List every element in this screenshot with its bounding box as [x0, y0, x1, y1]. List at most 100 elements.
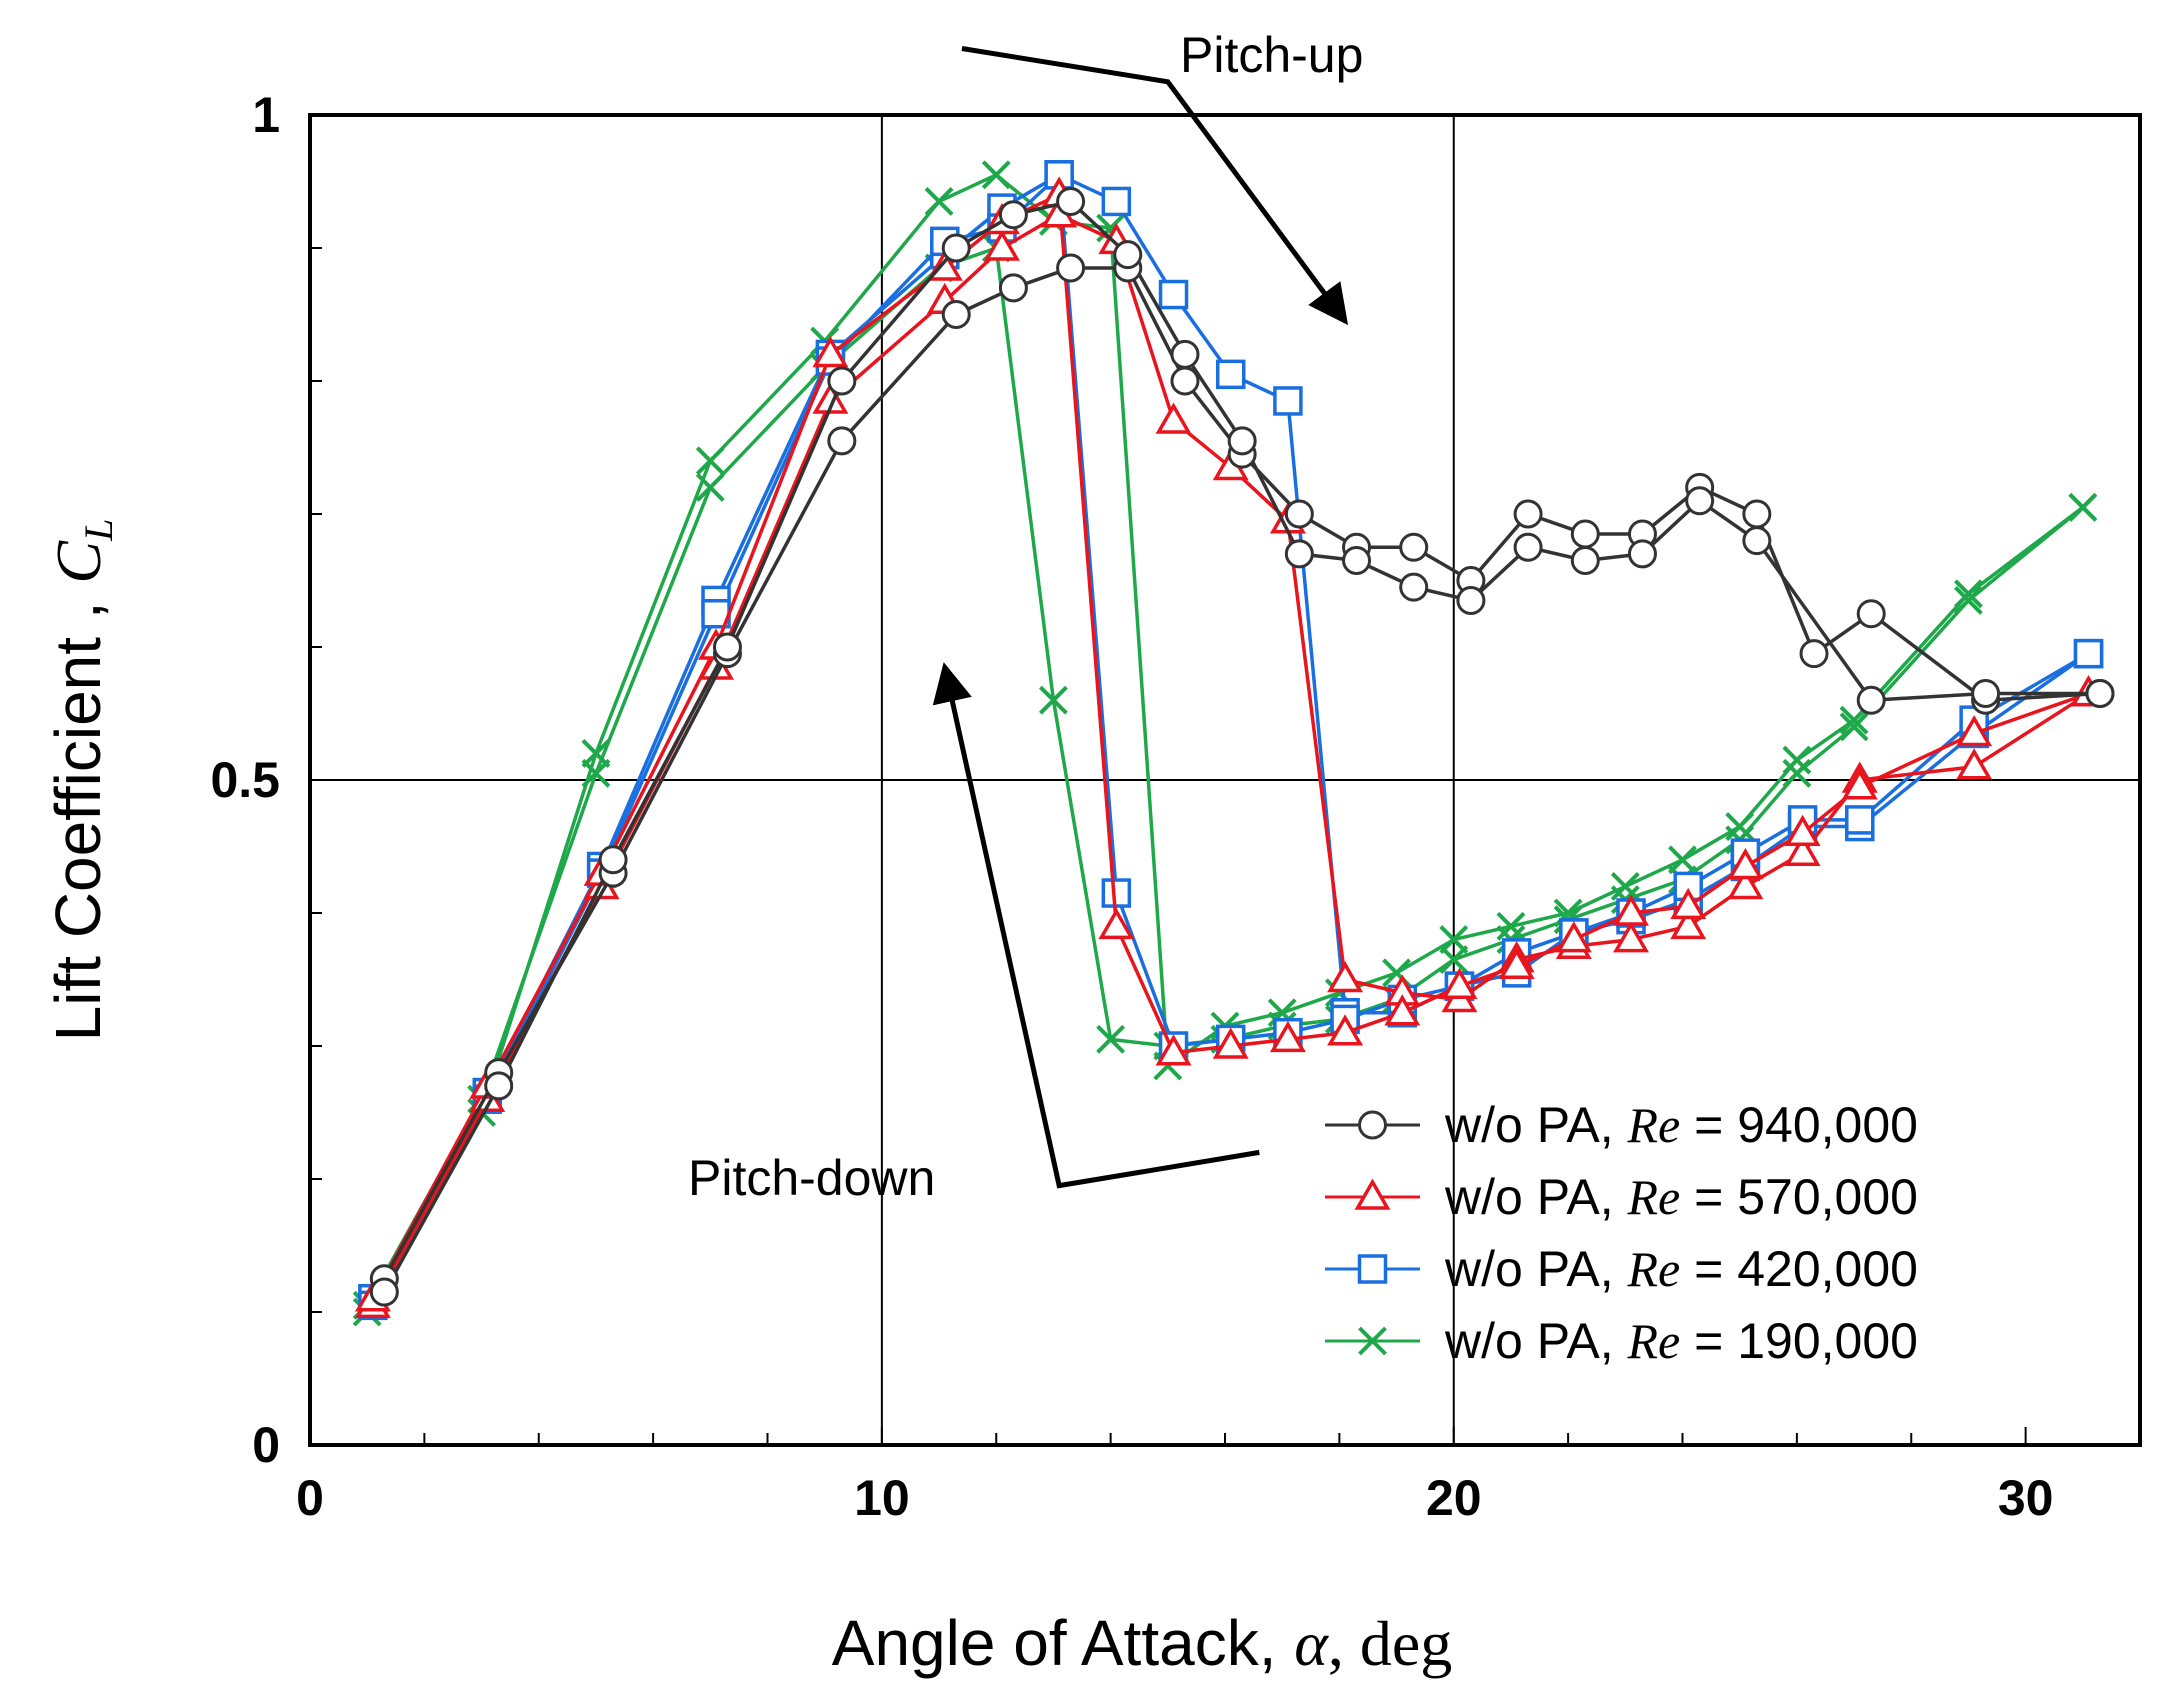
data-point-x-stroke [1496, 911, 1526, 941]
data-point-triangle [1670, 887, 1707, 920]
legend-entry-940000: w/o PA, Re = 940,000 [1325, 1097, 1918, 1153]
data-point-x-stroke [581, 758, 611, 788]
y-tick-label: 1 [252, 87, 280, 143]
data-point-circle [998, 273, 1028, 303]
data-point-triangle [812, 335, 849, 368]
data-point-circle [1513, 532, 1543, 562]
legend-marker-symbol [1354, 1178, 1391, 1210]
data-point-triangle [1269, 1020, 1306, 1053]
legend-value: = 420,000 [1680, 1241, 1918, 1297]
data-point-x-stroke [1096, 1024, 1126, 1054]
data-point-triangle [1613, 921, 1650, 953]
data-point-circle [1742, 499, 1772, 529]
data-point-circle [1570, 519, 1600, 549]
data-point-triangle [1841, 768, 1878, 800]
legend-entry-420000: w/o PA, Re = 420,000 [1325, 1241, 1918, 1297]
y-tick-label: 0 [252, 1417, 280, 1473]
y-tick-labels: 00.51 [210, 87, 280, 1473]
data-point-x [1439, 945, 1469, 974]
data-point-x [1096, 1024, 1126, 1054]
data-point-triangle [1956, 714, 1993, 747]
data-point-x [581, 758, 611, 788]
data-point-triangle [1384, 994, 1421, 1026]
data-point-circle [1856, 599, 1886, 629]
data-point-x-stroke [1096, 213, 1126, 243]
legend-label-570000: w/o PA, Re = 570,000 [1444, 1169, 1918, 1225]
data-point-triangle [1327, 1014, 1364, 1046]
data-point-circle [941, 233, 971, 263]
legend-value: = 570,000 [1680, 1169, 1918, 1225]
y-axis-label-subscript: L [76, 519, 121, 542]
data-point-square [1158, 279, 1189, 310]
data-point-triangle [1498, 947, 1535, 979]
data-point-x-stroke [924, 187, 954, 216]
x-tick-label: 10 [854, 1470, 910, 1526]
data-point-x-stroke [1382, 958, 1411, 988]
data-point-square [1101, 186, 1132, 217]
data-point-circle [1570, 546, 1600, 576]
data-point-circle [941, 300, 971, 329]
legend-label-420000: w/o PA, Re = 420,000 [1444, 1241, 1918, 1297]
data-point-circle [1284, 539, 1314, 569]
data-point-circle [827, 426, 857, 456]
data-point-circle [1399, 572, 1429, 602]
data-point-square [2073, 638, 2104, 669]
data-point-x [2068, 492, 2098, 522]
pitch-up-label: Pitch-up [1180, 27, 1363, 83]
x-tick-label: 30 [1998, 1470, 2054, 1526]
data-point-circle [598, 845, 628, 875]
data-point-circle [1342, 546, 1372, 576]
data-point-triangle [1727, 867, 1764, 900]
data-point-x [924, 187, 954, 216]
x-axis-label: Angle of Attack, α, deg [832, 1607, 1453, 1679]
data-point-triangle [983, 229, 1020, 261]
data-point-x [1954, 586, 1983, 615]
data-point-x [695, 446, 725, 476]
data-point-square [1101, 878, 1132, 908]
data-point-x [1725, 812, 1755, 841]
data-point-circle [1971, 679, 2001, 709]
data-point-x [1954, 579, 1983, 609]
data-point-x [1610, 871, 1640, 901]
y-axis-label-prefix: Lift Coefficient , [42, 584, 114, 1042]
data-point-circle [712, 632, 742, 662]
pitch-down-arrow [932, 662, 1260, 1189]
data-point-circle [1113, 240, 1143, 270]
data-point-x-stroke [2068, 492, 2098, 522]
x-tick-label: 20 [1426, 1470, 1482, 1526]
annotations: Pitch-up Pitch-down [688, 27, 1363, 1206]
data-point-x-stroke [695, 446, 725, 476]
data-point-x [1782, 745, 1812, 775]
legend-value: = 940,000 [1680, 1097, 1918, 1153]
data-point-circle [1284, 499, 1314, 529]
data-point-circle [998, 200, 1028, 230]
data-point-circle [1056, 186, 1086, 216]
x-tick-labels: 0 10 20 30 [296, 1470, 2053, 1526]
data-point-circle [2085, 679, 2115, 709]
data-point-circle [484, 1071, 514, 1101]
data-point-triangle [1784, 814, 1821, 846]
data-point-circle [1170, 339, 1200, 369]
legend-entry-190000: w/o PA, Re = 190,000 [1325, 1313, 1918, 1369]
y-axis-label-symbol: C [43, 540, 114, 584]
data-point-circle [1513, 499, 1543, 529]
data-point-x-stroke [981, 160, 1011, 190]
legend-re: Re [1626, 1097, 1680, 1153]
legend-marker-570000 [1354, 1178, 1391, 1210]
legend-prefix: w/o PA, [1444, 1241, 1627, 1297]
series-circle [369, 186, 2115, 1307]
series-line-up [371, 213, 2090, 1307]
data-point-x-stroke [1439, 945, 1469, 974]
legend-marker-symbol [1358, 1110, 1387, 1140]
legend-re: Re [1626, 1169, 1680, 1225]
data-point-x-stroke [1954, 579, 1983, 609]
data-point-circle [369, 1277, 399, 1307]
legend-label-190000: w/o PA, Re = 190,000 [1444, 1313, 1918, 1369]
series-line-down [371, 193, 2090, 1300]
data-point-square [1215, 359, 1246, 390]
x-tick-label: 0 [296, 1470, 324, 1526]
legend-marker-symbol [1358, 1326, 1387, 1356]
data-point-x-stroke [1839, 712, 1869, 742]
data-point-triangle [1670, 907, 1707, 940]
data-point-circle [1627, 539, 1657, 569]
